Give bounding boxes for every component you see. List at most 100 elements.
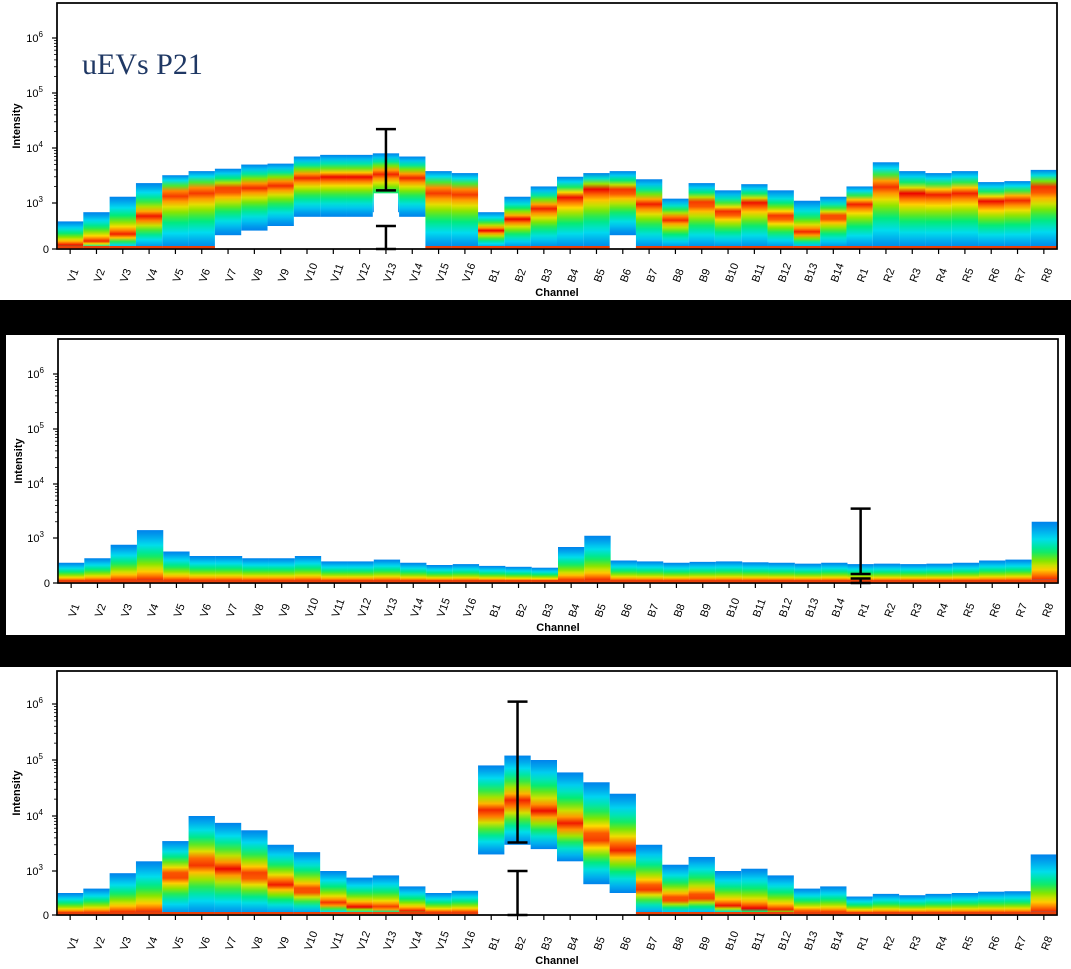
column-B13 xyxy=(794,563,822,583)
x-tick-label: V8 xyxy=(250,267,266,284)
column-R4 xyxy=(926,563,953,583)
plot-area xyxy=(57,338,1059,584)
baseline-band xyxy=(451,912,479,915)
baseline-band xyxy=(425,246,452,249)
column-R6 xyxy=(978,891,1005,915)
column-V7 xyxy=(215,556,243,583)
y-tick-label: 103 xyxy=(26,863,43,878)
x-tick-label: B11 xyxy=(751,597,769,619)
column-B9 xyxy=(688,183,715,249)
x-tick-label: B1 xyxy=(488,602,504,619)
baseline-band xyxy=(557,246,584,249)
x-tick-label: V16 xyxy=(460,262,478,285)
chart-panel-3: 0 103 104 105 106 Intensity V1 V2 V3 V4 V5 V6 V7 V8 V9… xyxy=(0,667,1071,969)
baseline-band xyxy=(1030,912,1057,915)
x-tick-label: V2 xyxy=(93,602,109,619)
column-B3 xyxy=(530,760,557,850)
x-tick-label: B10 xyxy=(724,930,742,953)
baseline-band xyxy=(688,246,715,249)
baseline-band xyxy=(294,580,322,583)
column-B10 xyxy=(714,190,742,249)
column-R7 xyxy=(1005,559,1032,583)
chart-2: 0 103 104 105 106 Intensity V1 V2 V3 V4 V5 V6 V7 V8 V9… xyxy=(13,338,1059,634)
baseline-band xyxy=(163,580,190,583)
x-tick-label: V7 xyxy=(224,267,240,284)
column-B7 xyxy=(636,561,664,583)
x-tick-label: B14 xyxy=(830,597,848,620)
column-R1 xyxy=(846,896,873,915)
baseline-band xyxy=(767,912,794,915)
y-tick-label: 105 xyxy=(26,752,43,767)
error-gap xyxy=(373,193,399,223)
x-tick-label: V9 xyxy=(277,602,293,619)
baseline-band xyxy=(1031,580,1058,583)
baseline-band xyxy=(1004,246,1031,249)
column-V13 xyxy=(372,875,400,915)
x-tick-label: V11 xyxy=(329,262,347,284)
y-axis-label: Intensity xyxy=(11,770,23,816)
column-B13 xyxy=(793,888,821,915)
x-tick-label: B8 xyxy=(672,602,688,619)
column-B12 xyxy=(767,875,794,915)
column-V8 xyxy=(241,830,268,915)
x-tick-label: V2 xyxy=(92,267,108,284)
baseline-band xyxy=(241,912,268,915)
baseline-band xyxy=(820,246,847,249)
baseline-band xyxy=(452,580,480,583)
baseline-band xyxy=(635,912,663,915)
baseline-band xyxy=(793,912,821,915)
column-V10 xyxy=(293,156,321,217)
x-tick-label: R1 xyxy=(856,602,872,619)
baseline-band xyxy=(425,912,452,915)
column-B1 xyxy=(478,212,505,249)
x-tick-label: B13 xyxy=(804,597,822,620)
column-B4 xyxy=(557,772,584,862)
x-tick-label: B3 xyxy=(540,602,556,619)
chart-3: 0 103 104 105 106 Intensity V1 V2 V3 V4 V5 V6 V7 V8 V9… xyxy=(11,670,1058,967)
baseline-band xyxy=(689,580,716,583)
column-R3 xyxy=(899,895,926,915)
y-tick-label: 106 xyxy=(26,696,43,711)
x-tick-label: B5 xyxy=(592,935,608,952)
column-V1 xyxy=(58,562,85,583)
column-B2 xyxy=(505,566,532,583)
x-tick-label: V2 xyxy=(92,935,108,952)
column-R8 xyxy=(1031,521,1058,583)
x-axis-label: Channel xyxy=(536,622,579,634)
x-tick-label: B2 xyxy=(513,935,529,952)
x-tick-label: V6 xyxy=(198,602,214,619)
baseline-band xyxy=(110,580,137,583)
column-B10 xyxy=(714,871,742,915)
baseline-band xyxy=(846,912,873,915)
column-R5 xyxy=(951,893,979,915)
x-tick-label: B4 xyxy=(566,935,582,952)
baseline-band xyxy=(189,580,216,583)
x-tick-label: R8 xyxy=(1039,935,1055,952)
baseline-band xyxy=(242,580,269,583)
baseline-band xyxy=(426,580,453,583)
baseline-band xyxy=(267,912,294,915)
baseline-band xyxy=(583,246,610,249)
x-tick-label: R6 xyxy=(987,267,1003,284)
x-tick-label: V6 xyxy=(197,267,213,284)
baseline-band xyxy=(636,580,664,583)
baseline-band xyxy=(926,580,953,583)
column-V14 xyxy=(399,886,426,915)
x-tick-label: V5 xyxy=(172,602,188,619)
baseline-band xyxy=(373,580,401,583)
x-tick-label: R1 xyxy=(855,935,871,952)
baseline-band xyxy=(347,580,374,583)
chart-panel-1: 0 103 104 105 106 Intensity V1 V2 V3 V4 V5 V6 V7 V8 V9… xyxy=(0,0,1071,300)
baseline-band xyxy=(978,246,1005,249)
column-R7 xyxy=(1004,181,1031,249)
x-tick-label: V15 xyxy=(434,930,452,953)
y-tick-label: 103 xyxy=(26,195,43,210)
baseline-band xyxy=(899,912,926,915)
column-V7 xyxy=(214,168,242,236)
x-tick-label: B1 xyxy=(487,267,503,284)
baseline-band xyxy=(214,912,242,915)
baseline-band xyxy=(504,246,531,249)
column-V15 xyxy=(426,565,453,583)
column-V15 xyxy=(425,893,452,915)
column-V13 xyxy=(373,559,401,583)
